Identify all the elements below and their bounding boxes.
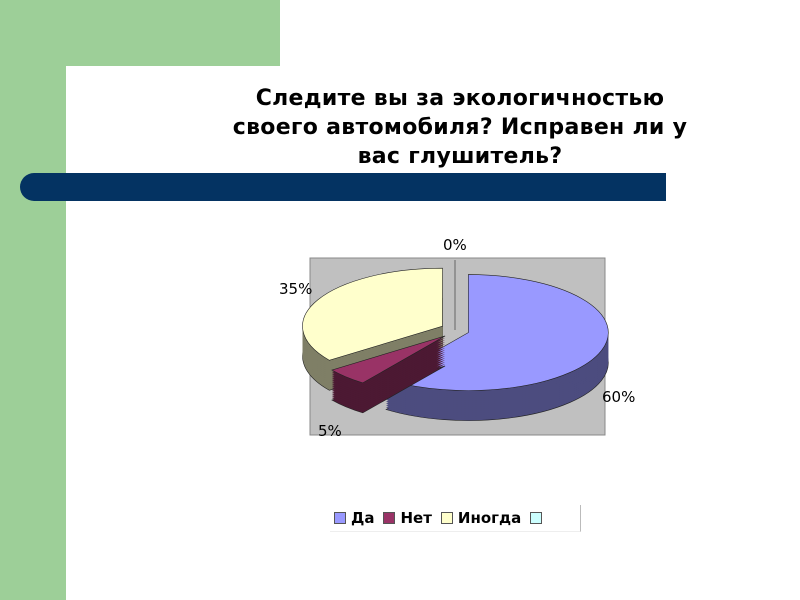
data-label-da: 60% bbox=[602, 388, 635, 406]
legend-swatch-net bbox=[383, 512, 396, 524]
pie-slice-1 bbox=[331, 335, 446, 384]
green-top-block bbox=[0, 0, 280, 66]
legend-label-net: Нет bbox=[400, 509, 432, 527]
legend-label-da: Да bbox=[351, 509, 375, 527]
legend-swatch-da bbox=[334, 512, 346, 524]
slide-title: Следите вы за экологичностью своего авто… bbox=[232, 86, 688, 169]
data-label-inogda: 35% bbox=[279, 280, 312, 298]
chart-legend: Да Нет Иногда bbox=[330, 505, 581, 532]
green-left-strip bbox=[0, 0, 66, 600]
data-label-other: 0% bbox=[443, 236, 467, 254]
legend-label-inogda: Иногда bbox=[457, 509, 522, 527]
data-label-net: 5% bbox=[318, 422, 342, 440]
title-divider-bar bbox=[20, 173, 666, 201]
legend-swatch-inogda bbox=[440, 512, 453, 524]
legend-swatch-other bbox=[530, 512, 543, 524]
pie-slice-2 bbox=[302, 267, 443, 361]
